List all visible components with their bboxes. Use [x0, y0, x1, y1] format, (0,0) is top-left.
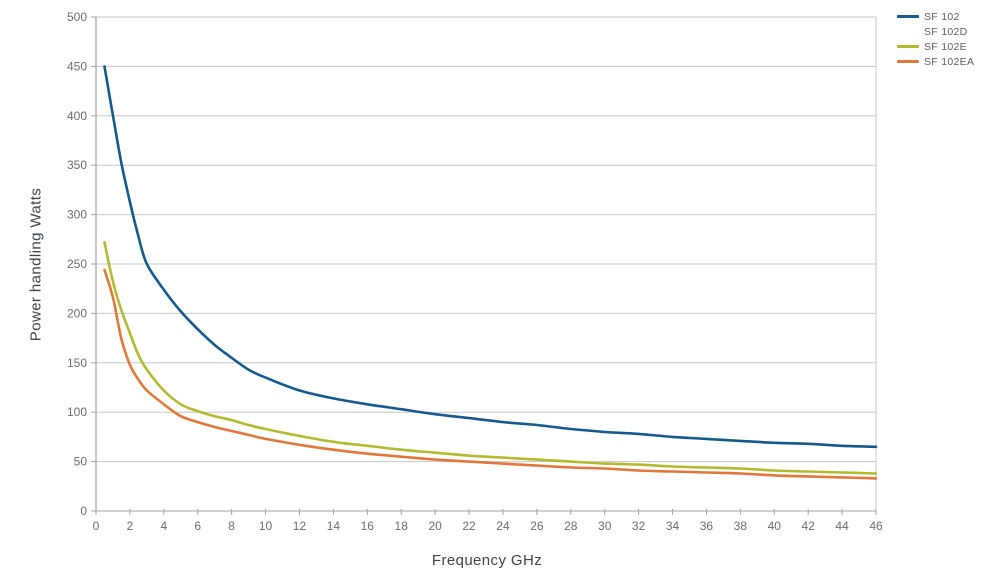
y-tick-label-500: 500 [67, 10, 87, 24]
y-tick-label-200: 200 [67, 306, 87, 320]
x-tick-label-24: 24 [496, 519, 510, 533]
x-tick-label-8: 8 [228, 519, 235, 533]
series-line-sf-102ea [103, 268, 878, 480]
legend-item-sf-102: SF 102 [897, 10, 974, 23]
legend-swatch-sf-102e [897, 45, 919, 48]
y-axis-title: Power handling Watts [27, 187, 45, 342]
y-tick-label-0: 0 [80, 504, 87, 518]
x-tick-label-26: 26 [530, 519, 544, 533]
x-tick-label-10: 10 [259, 519, 273, 533]
x-tick-label-4: 4 [160, 519, 167, 533]
y-tick-label-150: 150 [67, 356, 87, 370]
legend-item-sf-102d: SF 102D [897, 25, 974, 38]
legend-swatch-sf-102ea [897, 60, 919, 63]
x-tick-label-28: 28 [564, 519, 578, 533]
y-tick-label-50: 50 [74, 455, 88, 469]
x-tick-label-14: 14 [327, 519, 341, 533]
x-tick-label-0: 0 [93, 519, 100, 533]
legend-item-sf-102ea: SF 102EA [897, 55, 975, 68]
legend-item-sf-102e: SF 102E [897, 40, 974, 53]
x-tick-label-30: 30 [598, 519, 612, 533]
x-tick-label-46: 46 [869, 519, 883, 533]
x-tick-label-12: 12 [293, 519, 307, 533]
series-line-sf-102e [103, 241, 878, 475]
x-tick-label-42: 42 [801, 519, 815, 533]
x-tick-label-38: 38 [734, 519, 748, 533]
x-tick-label-2: 2 [127, 519, 134, 533]
legend: SF 102 SF 102D SF 102E SF 102EA [897, 10, 975, 68]
x-tick-label-34: 34 [666, 519, 680, 533]
legend-swatch-sf-102 [897, 15, 919, 18]
x-tick-label-16: 16 [361, 519, 375, 533]
legend-swatch-sf-102d [897, 30, 919, 33]
x-tick-label-20: 20 [428, 519, 442, 533]
y-tick-label-100: 100 [67, 405, 87, 419]
y-tick-label-250: 250 [67, 257, 87, 271]
x-axis-title: Frequency GHz [431, 552, 543, 569]
x-tick-label-44: 44 [835, 519, 849, 533]
legend-label-sf-102ea: SF 102EA [924, 55, 975, 68]
y-tick-label-450: 450 [67, 59, 87, 73]
x-tick-label-18: 18 [395, 519, 409, 533]
y-tick-label-400: 400 [67, 109, 87, 123]
legend-label-sf-102d: SF 102D [924, 25, 968, 38]
x-tick-label-6: 6 [194, 519, 201, 533]
x-tick-label-40: 40 [768, 519, 782, 533]
y-tick-label-300: 300 [67, 208, 87, 222]
series-line-sf-102 [103, 65, 878, 449]
legend-label-sf-102e: SF 102E [924, 40, 967, 53]
x-tick-label-36: 36 [700, 519, 714, 533]
x-tick-label-22: 22 [462, 519, 476, 533]
y-tick-label-350: 350 [67, 158, 87, 172]
x-tick-label-32: 32 [632, 519, 646, 533]
legend-label-sf-102: SF 102 [924, 10, 960, 23]
